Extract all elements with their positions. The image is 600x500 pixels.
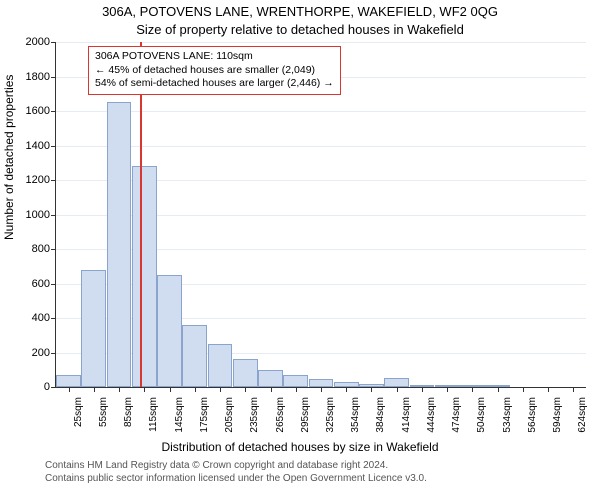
y-tick-label: 0 bbox=[14, 381, 50, 393]
y-tick-label: 800 bbox=[14, 243, 50, 255]
histogram-bar bbox=[359, 384, 384, 387]
histogram-bar bbox=[334, 382, 359, 387]
page-title-line1: 306A, POTOVENS LANE, WRENTHORPE, WAKEFIE… bbox=[0, 4, 600, 19]
x-tick bbox=[271, 387, 272, 392]
x-tick-label: 474sqm bbox=[451, 397, 462, 441]
histogram-bar bbox=[107, 102, 132, 387]
x-tick-label: 55sqm bbox=[98, 397, 109, 441]
x-tick-label: 414sqm bbox=[401, 397, 412, 441]
x-tick bbox=[346, 387, 347, 392]
y-tick bbox=[51, 180, 56, 181]
y-tick-label: 1000 bbox=[14, 209, 50, 221]
x-tick-label: 534sqm bbox=[502, 397, 513, 441]
y-tick-label: 600 bbox=[14, 278, 50, 290]
x-tick bbox=[523, 387, 524, 392]
x-tick bbox=[195, 387, 196, 392]
histogram-bar bbox=[208, 344, 233, 387]
histogram-bar bbox=[384, 378, 409, 387]
histogram-bar bbox=[309, 379, 334, 387]
y-tick bbox=[51, 111, 56, 112]
footer-attribution: Contains HM Land Registry data © Crown c… bbox=[45, 460, 592, 485]
x-tick bbox=[69, 387, 70, 392]
histogram-bar bbox=[81, 270, 106, 387]
histogram-bar bbox=[410, 385, 435, 387]
callout-line3: 54% of semi-detached houses are larger (… bbox=[95, 77, 334, 91]
x-tick-label: 205sqm bbox=[224, 397, 235, 441]
x-tick bbox=[245, 387, 246, 392]
y-tick bbox=[51, 353, 56, 354]
y-tick bbox=[51, 249, 56, 250]
y-tick-label: 400 bbox=[14, 312, 50, 324]
x-tick-label: 564sqm bbox=[527, 397, 538, 441]
histogram-bar bbox=[56, 375, 81, 387]
y-tick bbox=[51, 42, 56, 43]
x-tick bbox=[170, 387, 171, 392]
y-tick bbox=[51, 284, 56, 285]
x-tick bbox=[498, 387, 499, 392]
x-tick bbox=[422, 387, 423, 392]
callout-line2: ← 45% of detached houses are smaller (2,… bbox=[95, 64, 334, 78]
histogram-bar bbox=[283, 375, 308, 387]
callout-line1: 306A POTOVENS LANE: 110sqm bbox=[95, 50, 334, 64]
x-tick-label: 25sqm bbox=[73, 397, 84, 441]
histogram-bar bbox=[233, 359, 258, 387]
y-tick-label: 200 bbox=[14, 347, 50, 359]
x-tick-label: 444sqm bbox=[426, 397, 437, 441]
y-tick-label: 1800 bbox=[14, 71, 50, 83]
y-tick-label: 2000 bbox=[14, 36, 50, 48]
x-tick bbox=[472, 387, 473, 392]
x-tick bbox=[321, 387, 322, 392]
y-tick bbox=[51, 215, 56, 216]
x-axis-label: Distribution of detached houses by size … bbox=[0, 440, 600, 454]
x-tick bbox=[371, 387, 372, 392]
gridline bbox=[56, 146, 586, 147]
x-tick bbox=[144, 387, 145, 392]
x-tick bbox=[573, 387, 574, 392]
y-tick bbox=[51, 146, 56, 147]
histogram-bar bbox=[157, 275, 182, 387]
x-tick-label: 85sqm bbox=[123, 397, 134, 441]
x-tick bbox=[548, 387, 549, 392]
gridline bbox=[56, 42, 586, 43]
x-tick bbox=[296, 387, 297, 392]
histogram-bar bbox=[258, 370, 283, 387]
histogram-bar bbox=[435, 385, 460, 387]
x-tick-label: 325sqm bbox=[325, 397, 336, 441]
x-tick-label: 295sqm bbox=[300, 397, 311, 441]
y-tick bbox=[51, 318, 56, 319]
x-tick bbox=[119, 387, 120, 392]
histogram-bar bbox=[132, 166, 157, 387]
page-title-line2: Size of property relative to detached ho… bbox=[0, 22, 600, 37]
x-tick-label: 624sqm bbox=[577, 397, 588, 441]
marker-callout: 306A POTOVENS LANE: 110sqm ← 45% of deta… bbox=[88, 46, 341, 95]
x-tick-label: 594sqm bbox=[552, 397, 563, 441]
x-tick-label: 504sqm bbox=[476, 397, 487, 441]
x-tick bbox=[397, 387, 398, 392]
x-tick bbox=[220, 387, 221, 392]
x-tick-label: 354sqm bbox=[350, 397, 361, 441]
y-tick-label: 1400 bbox=[14, 140, 50, 152]
x-tick-label: 235sqm bbox=[249, 397, 260, 441]
x-tick-label: 384sqm bbox=[375, 397, 386, 441]
histogram-plot: 306A POTOVENS LANE: 110sqm ← 45% of deta… bbox=[55, 42, 586, 388]
footer-line1: Contains HM Land Registry data © Crown c… bbox=[45, 460, 592, 473]
x-tick-label: 175sqm bbox=[199, 397, 210, 441]
y-tick bbox=[51, 77, 56, 78]
y-tick bbox=[51, 387, 56, 388]
histogram-bar bbox=[182, 325, 207, 387]
histogram-bar bbox=[485, 385, 510, 387]
y-tick-label: 1600 bbox=[14, 105, 50, 117]
gridline bbox=[56, 111, 586, 112]
x-tick bbox=[94, 387, 95, 392]
x-tick-label: 145sqm bbox=[174, 397, 185, 441]
histogram-bar bbox=[460, 385, 485, 387]
y-tick-label: 1200 bbox=[14, 174, 50, 186]
x-tick-label: 265sqm bbox=[275, 397, 286, 441]
footer-line2: Contains public sector information licen… bbox=[45, 473, 592, 486]
x-tick bbox=[447, 387, 448, 392]
x-tick-label: 115sqm bbox=[148, 397, 159, 441]
